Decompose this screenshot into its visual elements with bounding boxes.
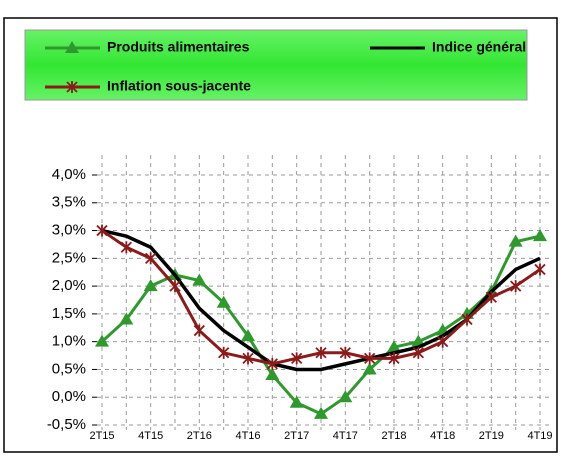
data-point — [364, 352, 376, 365]
data-point — [193, 324, 205, 337]
data-point — [387, 340, 401, 353]
x-tick-label: 2T18 — [381, 430, 406, 442]
data-point — [143, 279, 158, 292]
y-tick-label: 4,0% — [52, 166, 86, 183]
data-point — [388, 352, 400, 365]
data-point — [338, 390, 353, 403]
data-point — [533, 229, 547, 242]
y-tick-label: 2,0% — [52, 277, 86, 294]
data-point — [534, 263, 546, 276]
x-tick-label: 2T19 — [479, 430, 504, 442]
data-point — [411, 334, 426, 347]
data-point — [362, 362, 377, 375]
data-point — [289, 395, 304, 408]
data-point — [119, 312, 134, 325]
x-tick-label: 2T17 — [284, 430, 309, 442]
data-point — [218, 346, 230, 359]
data-point — [266, 357, 278, 370]
data-point — [485, 291, 497, 304]
data-point — [437, 335, 449, 348]
data-point — [95, 334, 109, 347]
legend: Produits alimentaires Indice général Infla… — [45, 39, 526, 94]
y-tick-label: 2,5% — [52, 249, 86, 266]
x-tick-label: 4T16 — [235, 430, 260, 442]
x-tick-label: 4T19 — [527, 430, 552, 442]
y-tick-label: 1,5% — [52, 305, 86, 322]
legend-marker — [66, 81, 78, 93]
legend-label: Indice général — [432, 39, 526, 55]
data-point — [216, 295, 231, 308]
data-point — [412, 346, 424, 359]
data-point — [314, 406, 328, 419]
x-tick-label: 4T17 — [333, 430, 358, 442]
y-tick-label: 3,5% — [52, 194, 86, 211]
x-tick-label: 4T18 — [430, 430, 455, 442]
y-tick-label: 0,0% — [52, 388, 86, 405]
x-tick-label: 4T15 — [138, 430, 163, 442]
y-tick-label: -0,5% — [47, 416, 86, 433]
data-point — [120, 241, 132, 254]
y-tick-label: 0,5% — [52, 360, 86, 377]
x-tick-label: 2T16 — [187, 430, 212, 442]
data-point — [192, 273, 207, 286]
data-point — [145, 252, 157, 265]
legend-box — [24, 29, 528, 101]
data-point — [508, 234, 523, 247]
legend-label: Produits alimentaires — [107, 39, 250, 55]
data-point — [242, 352, 254, 365]
data-point — [315, 346, 327, 359]
y-tick-label: 1,0% — [52, 333, 86, 350]
legend-label: Inflation sous-jacente — [107, 78, 251, 94]
data-point — [461, 313, 473, 326]
data-point — [510, 280, 522, 293]
data-point — [169, 280, 181, 293]
x-tick-label: 2T15 — [89, 430, 114, 442]
legend-marker — [65, 41, 79, 53]
data-point — [339, 346, 351, 359]
data-point — [291, 352, 303, 365]
data-point — [265, 368, 280, 380]
data-point — [96, 224, 108, 237]
y-tick-label: 3,0% — [52, 222, 86, 239]
plot-area: -0,5% 0,0% 0,5% 1,0% 1,5% 2,0% 2,5% 3,0% 3,5% 4,0… — [47, 155, 553, 442]
data-point — [241, 329, 255, 342]
